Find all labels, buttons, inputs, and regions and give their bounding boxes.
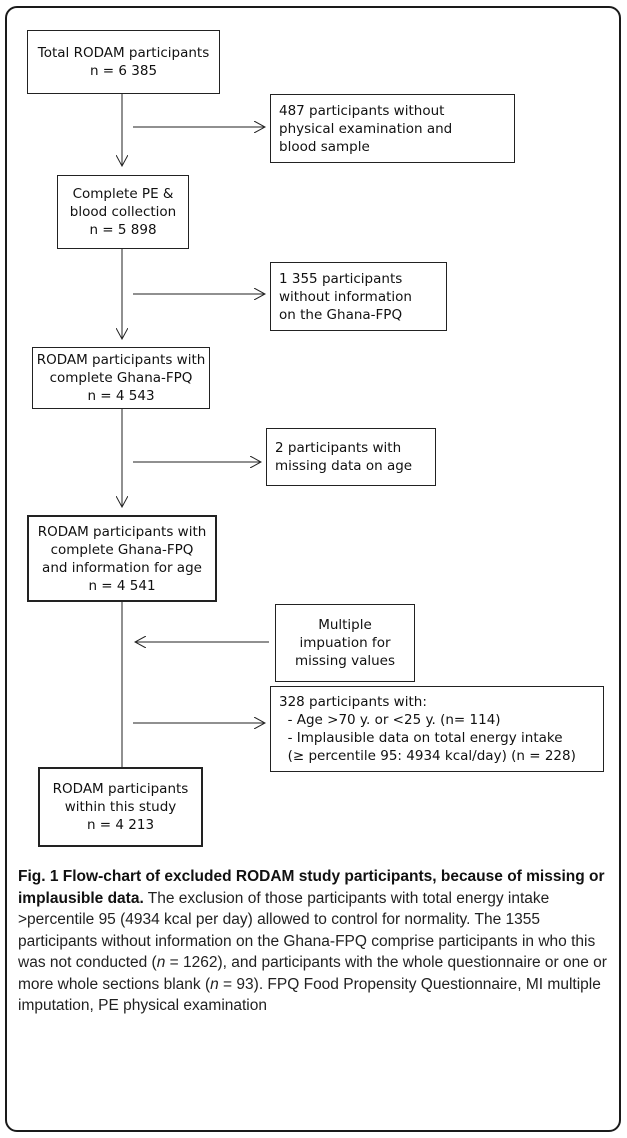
node-line: missing values [294, 653, 396, 669]
node-excluded-no-fpq: 1 355 participants without information o… [270, 262, 447, 331]
node-line: - Implausible data on total energy intak… [279, 730, 563, 746]
node-line: n = 4 213 [86, 817, 155, 833]
node-line: without information [279, 288, 412, 305]
node-line: (≥ percentile 95: 4934 kcal/day) (n = 22… [279, 748, 576, 764]
node-line: physical examination and [279, 120, 453, 137]
node-line: impuation for [299, 635, 391, 651]
node-line: complete Ghana-FPQ [49, 370, 193, 386]
figure-caption: Fig. 1 Flow-chart of excluded RODAM stud… [18, 866, 612, 1017]
node-line: 487 participants without [279, 102, 445, 119]
node-line: 328 participants with: [279, 694, 427, 710]
caption-text: = 1262), and participants with the whole… [18, 954, 607, 993]
node-complete-pe: Complete PE & blood collection n = 5 898 [57, 175, 189, 249]
figure-frame [5, 6, 621, 1132]
node-line: Multiple [318, 617, 372, 633]
node-line: RODAM participants with [36, 352, 206, 368]
node-line: n = 5 898 [89, 222, 157, 238]
caption-n-symbol: n [156, 954, 166, 971]
node-line: blood sample [279, 138, 370, 155]
node-line: n = 6 385 [89, 63, 158, 79]
node-excluded-no-pe: 487 participants without physical examin… [270, 94, 515, 163]
flowchart: Total RODAM participants n = 6 385 487 p… [27, 30, 604, 847]
node-line: missing data on age [275, 458, 413, 474]
node-line: and information for age [42, 559, 202, 576]
node-line: 1 355 participants [279, 270, 403, 287]
node-line: 2 participants with [275, 440, 402, 456]
node-excluded-328: 328 participants with: - Age >70 y. or <… [270, 686, 604, 772]
caption-title: Fig. 1 Flow-chart of excluded RODAM stud… [18, 868, 605, 907]
node-complete-age: RODAM participants with complete Ghana-F… [27, 515, 217, 602]
node-final-participants: RODAM participants within this study n =… [38, 767, 203, 847]
node-line: within this study [64, 799, 177, 815]
caption-n-symbol: n [210, 975, 219, 993]
node-excluded-no-age: 2 participants with missing data on age [266, 428, 436, 486]
caption-text: The exclusion of those participants with… [18, 889, 596, 972]
node-multiple-imputation: Multiple impuation for missing values [275, 604, 415, 682]
caption-text: = 93). FPQ Food Propensity Questionnaire… [18, 975, 601, 1015]
node-line: RODAM participants [52, 781, 189, 797]
node-line: Total RODAM participants [37, 45, 210, 61]
node-line: blood collection [69, 204, 177, 220]
node-total-participants: Total RODAM participants n = 6 385 [27, 30, 220, 94]
node-line: - Age >70 y. or <25 y. (n= 114) [279, 712, 501, 728]
node-line: complete Ghana-FPQ [50, 541, 194, 558]
node-line: RODAM participants with [37, 523, 207, 540]
node-complete-fpq: RODAM participants with complete Ghana-F… [32, 347, 210, 409]
node-line: on the Ghana-FPQ [279, 306, 403, 323]
node-line: n = 4 541 [88, 577, 156, 594]
node-line: n = 4 543 [87, 388, 155, 404]
node-line: Complete PE & [72, 186, 174, 202]
